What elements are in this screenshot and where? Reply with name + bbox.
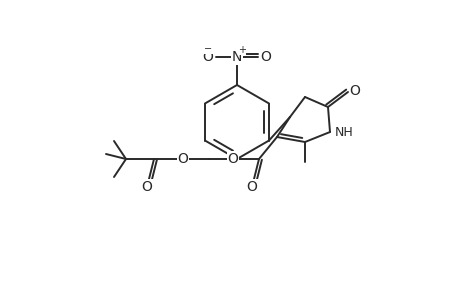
Text: N: N <box>231 50 241 64</box>
Text: −: − <box>203 44 212 54</box>
Text: NH: NH <box>334 125 353 139</box>
Text: O: O <box>227 152 238 166</box>
Text: +: + <box>237 45 246 55</box>
Text: O: O <box>260 50 271 64</box>
Text: O: O <box>202 50 213 64</box>
Text: O: O <box>246 180 257 194</box>
Text: O: O <box>177 152 188 166</box>
Text: O: O <box>141 180 152 194</box>
Text: O: O <box>349 84 360 98</box>
